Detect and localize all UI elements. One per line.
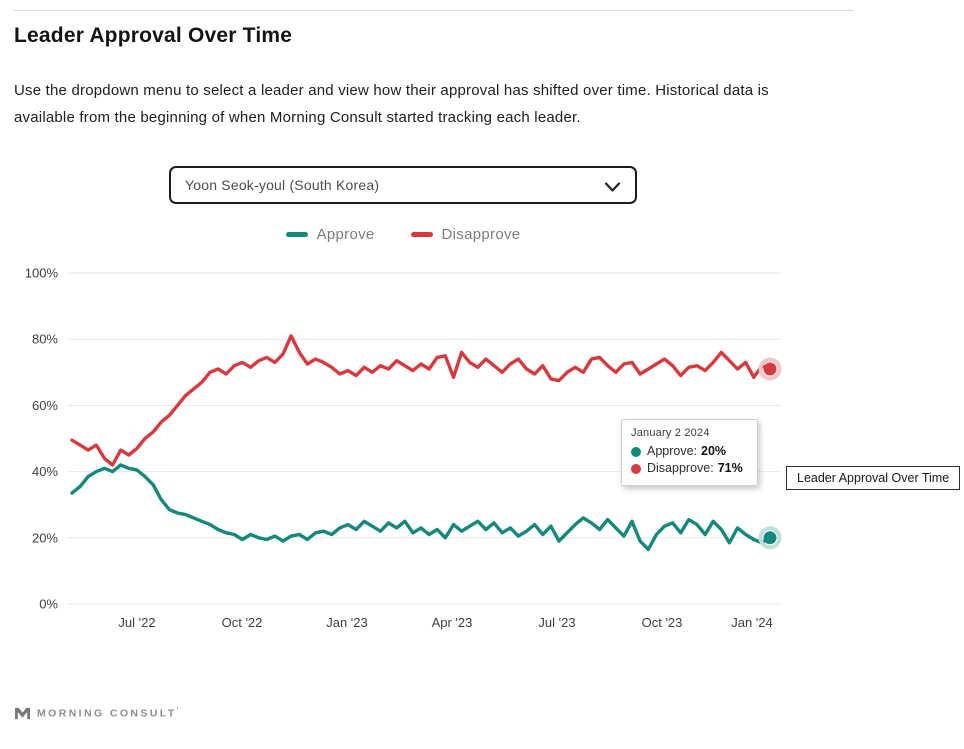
tooltip-disapprove-value: 71% (717, 461, 743, 475)
trademark-tick: ' (176, 707, 181, 715)
chart-tooltip: January 2 2024 Approve: 20% Disapprove: … (621, 419, 758, 486)
page-title: Leader Approval Over Time (14, 24, 293, 47)
legend-label-disapprove: Disapprove (441, 226, 521, 243)
morning-consult-mark-icon (14, 706, 31, 721)
x-axis-tick-label: Jan '23 (326, 615, 368, 630)
chart-hover-label: Leader Approval Over Time (786, 466, 961, 490)
x-axis-tick-label: Jan '24 (731, 615, 773, 630)
tooltip-approve-value: 20% (701, 444, 727, 458)
disapprove-end-marker[interactable] (763, 362, 777, 376)
legend-item-approve[interactable]: Approve (285, 226, 375, 243)
disapprove-swatch (410, 232, 433, 237)
disapprove-dot-icon (631, 463, 641, 474)
legend-item-disapprove[interactable]: Disapprove (410, 226, 521, 243)
approve-end-marker[interactable] (763, 531, 777, 545)
y-axis-tick-label: 60% (32, 398, 58, 413)
x-axis-tick-label: Apr '23 (432, 615, 473, 630)
chart-legend: Approve Disapprove (0, 226, 806, 243)
selected-leader-label: Yoon Seok-youl (South Korea) (185, 177, 380, 193)
page-description: Use the dropdown menu to select a leader… (14, 82, 769, 126)
morning-consult-logo: MORNING CONSULT' (14, 706, 181, 721)
approve-dot-icon (631, 446, 641, 457)
tooltip-disapprove-label: Disapprove: (647, 461, 714, 475)
top-divider (14, 10, 854, 11)
y-axis-tick-label: 0% (39, 597, 58, 612)
series-line-disapprove[interactable] (70, 334, 772, 467)
approve-end-marker-halo (758, 526, 782, 550)
x-axis-tick-label: Oct '23 (642, 615, 683, 630)
x-axis-tick-label: Jul '22 (118, 615, 155, 630)
chevron-down-icon (604, 180, 621, 198)
y-axis-tick-label: 40% (32, 464, 58, 479)
leader-select-dropdown[interactable]: Yoon Seok-youl (South Korea) (169, 166, 637, 204)
series-line-approve[interactable] (70, 463, 772, 552)
tooltip-approve-label: Approve: (647, 444, 698, 458)
tooltip-row-approve: Approve: 20% (631, 443, 748, 460)
legend-label-approve: Approve (316, 226, 375, 243)
brand-wordmark: MORNING CONSULT' (37, 707, 181, 720)
approve-swatch (285, 232, 308, 237)
disapprove-end-marker-halo (758, 357, 782, 381)
x-axis-tick-label: Jul '23 (538, 615, 575, 630)
tooltip-date: January 2 2024 (631, 427, 710, 439)
y-axis-tick-label: 100% (25, 266, 59, 281)
tooltip-row-disapprove: Disapprove: 71% (631, 460, 748, 477)
y-axis-tick-label: 80% (32, 332, 58, 347)
x-axis-tick-label: Oct '22 (222, 615, 263, 630)
y-axis-tick-label: 20% (32, 530, 58, 545)
